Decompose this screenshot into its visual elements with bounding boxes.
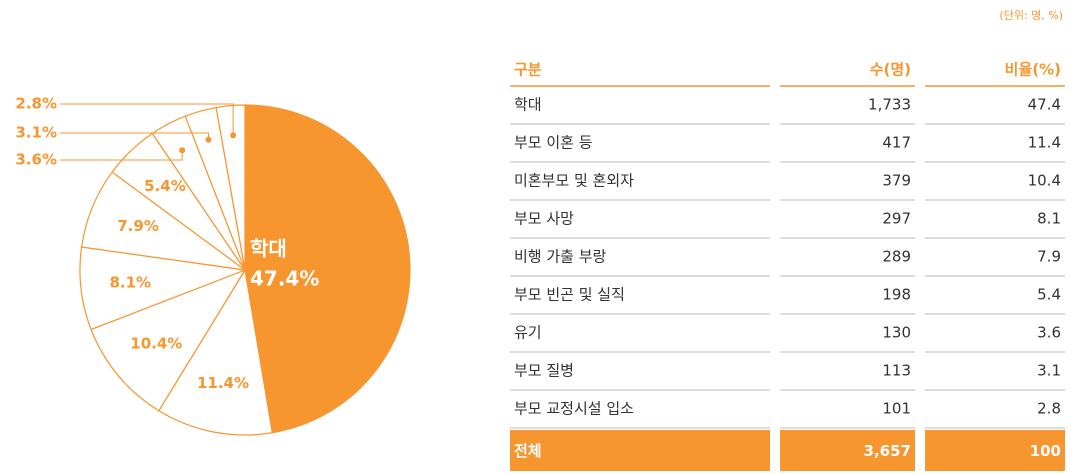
- table-cell: 289: [882, 248, 911, 266]
- table-cell: 297: [882, 210, 911, 228]
- slice-label: 7.9%: [117, 217, 159, 235]
- slice-label: 11.4%: [197, 374, 249, 392]
- table-cell: 학대: [514, 96, 542, 114]
- table-cell: 3.1: [1037, 362, 1061, 380]
- table-cell: 130: [882, 324, 911, 342]
- slice-label: 3.1%: [15, 124, 57, 142]
- table-cell: 198: [882, 286, 911, 304]
- slice-label: 47.4%: [250, 267, 319, 291]
- total-cell-bg: [925, 430, 1065, 471]
- table-cell: 5.4: [1037, 286, 1061, 304]
- table-cell: 부모 빈곤 및 실직: [514, 286, 625, 304]
- table-cell: 1,733: [868, 96, 911, 114]
- pie-slice: [158, 268, 274, 436]
- table-cell: 부모 사망: [514, 210, 574, 228]
- leader-line: [60, 132, 210, 140]
- table-cell: 유기: [514, 324, 542, 342]
- table-cell: 11.4: [1028, 134, 1061, 152]
- table-cell: 417: [882, 134, 911, 152]
- table-cell: 47.4: [1028, 96, 1061, 114]
- slice-category-label: 학대: [250, 237, 287, 261]
- leader-line: [60, 103, 234, 136]
- slice-label: 2.8%: [15, 95, 57, 113]
- slice-label: 8.1%: [109, 274, 151, 292]
- table-cell: 부모 이혼 등: [514, 134, 593, 152]
- pie-slice: [215, 104, 246, 271]
- total-cell: 100: [1030, 442, 1061, 460]
- total-cell-bg: [780, 430, 915, 471]
- table-header: 구분: [514, 61, 542, 79]
- table-cell: 부모 질병: [514, 362, 574, 380]
- total-cell: 3,657: [864, 442, 911, 460]
- table-cell: 8.1: [1037, 210, 1061, 228]
- table-header: 비율(%): [1005, 61, 1061, 79]
- total-cell-bg: [510, 430, 770, 471]
- total-cell: 전체: [514, 442, 542, 460]
- table-cell: 10.4: [1028, 172, 1061, 190]
- table-cell: 비행 가출 부랑: [514, 248, 607, 266]
- table-cell: 101: [882, 400, 911, 418]
- table-header: 수(명): [870, 61, 911, 79]
- table-cell: 2.8: [1037, 400, 1061, 418]
- table-cell: 3.6: [1037, 324, 1061, 342]
- leader-line: [60, 150, 183, 161]
- table-cell: 379: [882, 172, 911, 190]
- table-cell: 미혼부모 및 혼외자: [514, 172, 634, 190]
- pie-slice: [244, 104, 411, 434]
- slice-label: 5.4%: [144, 177, 186, 195]
- table-cell: 113: [882, 362, 911, 380]
- unit-note: (단위: 명, %): [999, 9, 1063, 22]
- slice-label: 10.4%: [130, 334, 182, 352]
- pie-slice: [90, 268, 247, 412]
- table-cell: 7.9: [1037, 248, 1061, 266]
- slice-label: 3.6%: [15, 151, 57, 169]
- table-cell: 부모 교정시설 입소: [514, 400, 634, 418]
